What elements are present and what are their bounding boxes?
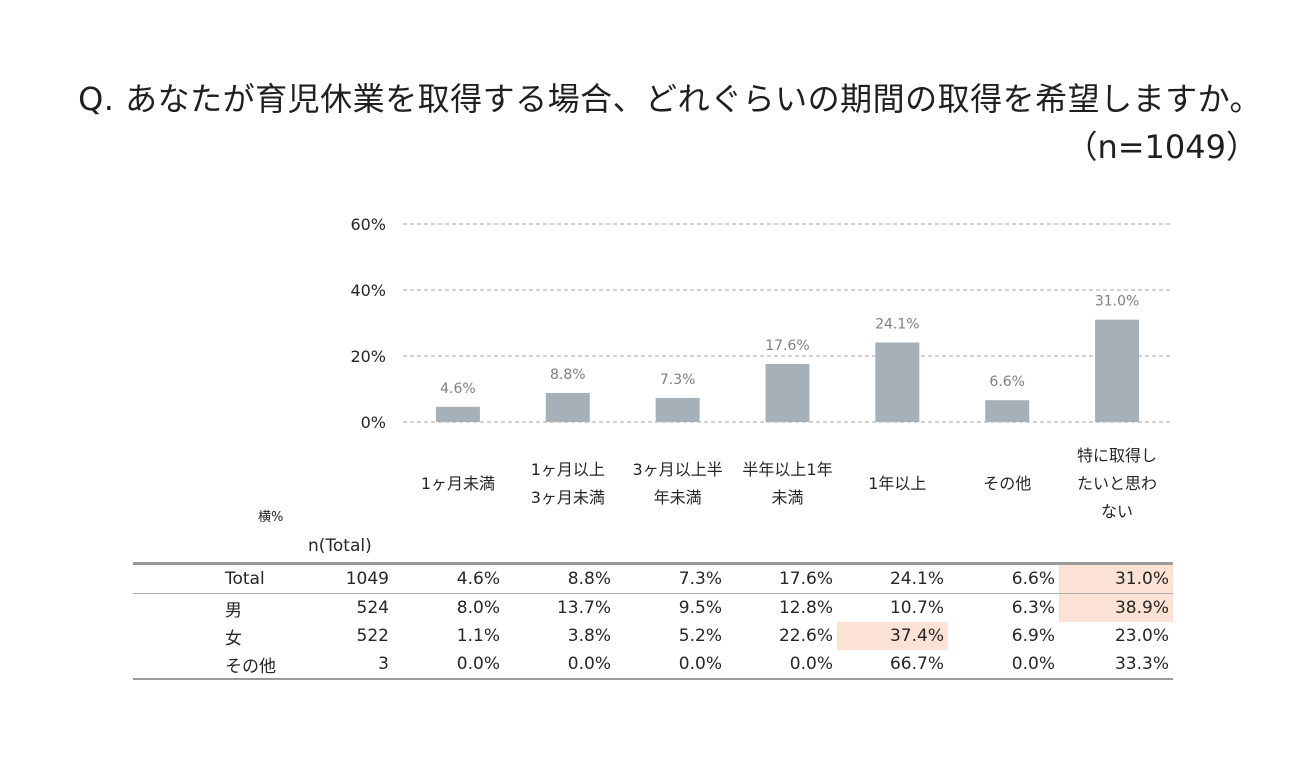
row-label: Total (133, 562, 293, 594)
table-cell: 9.5% (678, 598, 722, 618)
table-corner-label: 横% (258, 510, 284, 525)
row-label: 女 (225, 628, 242, 649)
bar (875, 342, 920, 422)
bar (435, 406, 480, 422)
table-cell: 3.8% (567, 626, 611, 646)
x-tick-label: 半年以上1年 未満 (742, 460, 833, 507)
x-tick-label: 特に取得し たいと思わ ない (1077, 446, 1158, 521)
y-tick-label: 20% (350, 347, 386, 366)
bar (985, 400, 1030, 422)
table-cell: 8.8% (504, 562, 615, 594)
bar-chart: 0% 20% 40% 60% 4.6% 8.8% 7.3% 17.6% 24.1% 6.6% 31.… (350, 215, 1172, 432)
table-cell: 12.8% (778, 598, 833, 618)
n-total-header: n(Total) (308, 536, 372, 556)
bar (765, 363, 810, 422)
x-tick-label: 1ヶ月未満 (420, 474, 496, 493)
table-cell: 0.0% (726, 650, 837, 680)
y-tick-label: 0% (361, 413, 386, 432)
table-cell: 5.2% (678, 626, 722, 646)
x-tick-label: 1ヶ月以上 3ヶ月未満 (530, 460, 605, 507)
table-cell: 0.0% (615, 650, 726, 680)
row-n: 1049 (293, 562, 393, 594)
crosstab-table: Total 1049 4.6% 8.8% 7.3% 17.6% 24.1% 6.6% 31.0%… (133, 562, 1173, 680)
row-label: その他 (133, 650, 293, 680)
x-tick-label: 1年以上 (868, 474, 927, 493)
x-tick-label: 3ヶ月以上半 年未満 (632, 460, 723, 507)
row-n: 3 (293, 650, 393, 680)
table-row: Total 1049 4.6% 8.8% 7.3% 17.6% 24.1% 6.6% 31.0% (133, 562, 1173, 594)
table-cell: 22.6% (778, 626, 833, 646)
data-label: 7.3% (660, 372, 696, 388)
chart-title: Q. あなたが育児休業を取得する場合、どれぐらいの期間の取得を希望しますか。 (78, 80, 1262, 118)
row-n: 524 (356, 598, 389, 618)
table-cell: 37.4% (837, 622, 948, 650)
data-label: 4.6% (440, 381, 476, 397)
data-label: 8.8% (550, 367, 586, 383)
table-cell: 4.6% (393, 562, 504, 594)
table-cell: 23.0% (1114, 626, 1169, 646)
bar (1095, 319, 1140, 422)
table-cell: 7.3% (615, 562, 726, 594)
data-label: 17.6% (765, 338, 809, 354)
table-cell: 38.9% (1059, 593, 1173, 622)
table-row: その他 3 0.0% 0.0% 0.0% 0.0% 66.7% 0.0% 33.3% (133, 650, 1173, 680)
row-n: 522 (356, 626, 389, 646)
table-row: 男 524 8.0% 13.7% 9.5% 12.8% 10.7% 6.3% 38.9% (133, 593, 1173, 622)
bar (655, 397, 700, 422)
table-cell: 6.9% (1011, 626, 1055, 646)
table-cell: 0.0% (948, 650, 1059, 680)
table-cell: 1.1% (456, 626, 500, 646)
sample-size: （n=1049） (1065, 128, 1258, 166)
y-tick-label: 40% (350, 281, 386, 300)
bar (545, 392, 590, 422)
table-cell: 66.7% (837, 650, 948, 680)
table-cell: 8.0% (456, 598, 500, 618)
table-cell: 31.0% (1059, 562, 1173, 594)
table-cell: 6.6% (948, 562, 1059, 594)
table-cell: 17.6% (726, 562, 837, 594)
table-cell: 33.3% (1059, 650, 1173, 680)
table-cell: 13.7% (556, 598, 611, 618)
table-cell: 10.7% (889, 598, 944, 618)
table-cell: 24.1% (837, 562, 948, 594)
data-label: 6.6% (989, 374, 1025, 390)
data-label: 31.0% (1095, 294, 1139, 310)
row-label: 男 (225, 600, 242, 621)
x-tick-label: その他 (983, 474, 1032, 493)
table-cell: 6.3% (1011, 598, 1055, 618)
y-tick-label: 60% (350, 215, 386, 234)
table-cell: 0.0% (504, 650, 615, 680)
data-label: 24.1% (875, 316, 919, 332)
table-row: 女 522 1.1% 3.8% 5.2% 22.6% 37.4% 6.9% 23.0% (133, 622, 1173, 650)
table-cell: 0.0% (393, 650, 504, 680)
